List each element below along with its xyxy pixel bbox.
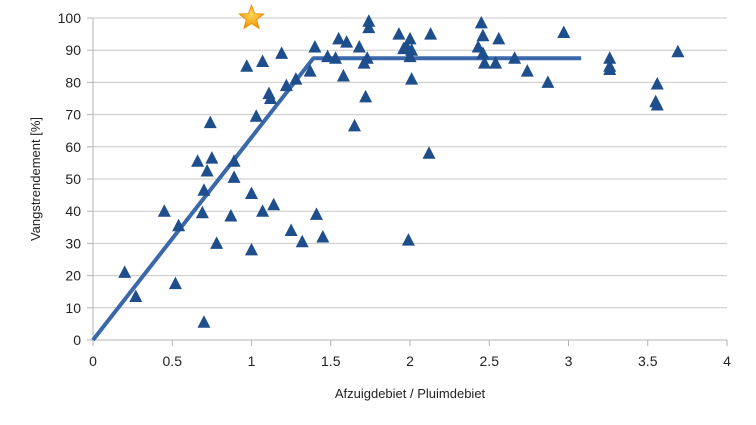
data-point-triangle [403, 31, 417, 45]
data-point-triangle [403, 49, 417, 63]
data-point-triangle [203, 115, 217, 129]
data-point-triangle [200, 163, 214, 177]
data-point-triangle [197, 315, 211, 328]
x-tick-label: 2.5 [480, 353, 500, 369]
x-tick-label: 0.5 [163, 353, 183, 369]
data-point-triangle [308, 39, 322, 53]
data-point-triangle [191, 154, 205, 167]
x-tick-labels: 0 0.5 1 1.5 2 2.5 3 3.5 4 [89, 353, 731, 369]
data-point-triangle [172, 218, 186, 232]
data-point-triangle [329, 51, 343, 64]
data-point-triangle [340, 35, 354, 48]
data-point-triangle [264, 91, 278, 104]
data-point-triangle [424, 27, 438, 40]
data-point-triangle [256, 204, 270, 217]
x-tick-label: 1 [248, 353, 256, 369]
data-point-triangle [489, 56, 503, 69]
data-point-triangle [210, 236, 224, 249]
data-point-triangle [129, 289, 143, 303]
data-point-triangle [316, 229, 330, 243]
data-point-triangle [336, 68, 350, 82]
y-tick-label: 100 [58, 10, 82, 26]
data-point-triangle [352, 39, 366, 53]
data-point-triangle [332, 31, 346, 45]
data-point-triangle [671, 44, 685, 58]
data-point-triangle [284, 223, 298, 237]
data-point-triangle [650, 77, 664, 90]
data-point-triangle [360, 51, 374, 64]
data-point-triangle [249, 109, 263, 122]
data-point-triangle [267, 197, 281, 211]
data-point-triangle [321, 49, 335, 63]
trend-line [91, 56, 582, 342]
data-point-triangle [245, 186, 258, 199]
y-tick-label: 70 [65, 107, 81, 123]
data-point-triangle [476, 28, 490, 42]
data-point-triangle [118, 265, 132, 278]
data-point-triangle [245, 242, 258, 256]
data-point-triangle [157, 204, 171, 217]
data-point-triangle [197, 183, 211, 196]
data-point-triangle [405, 72, 419, 85]
plot-border [87, 17, 728, 346]
y-axis-label: Vangstrendement [%] [28, 117, 43, 241]
x-tick-label: 3.5 [638, 353, 658, 369]
y-tick-label: 80 [65, 74, 81, 90]
highlight-markers [238, 3, 265, 30]
data-point-triangle [650, 97, 664, 111]
x-tick-label: 3 [565, 353, 573, 369]
data-point-triangle [401, 233, 415, 246]
data-point-triangle [289, 72, 303, 85]
x-tick-label: 1.5 [321, 353, 341, 369]
data-points [118, 14, 685, 328]
y-tick-labels: 0 10 20 30 40 50 60 70 80 90 100 [58, 10, 82, 348]
data-point-triangle [256, 54, 270, 67]
data-point-triangle [362, 20, 376, 34]
data-point-triangle [405, 43, 419, 56]
data-point-triangle [474, 15, 488, 29]
y-tick-label: 10 [65, 300, 81, 316]
y-tick-label: 20 [65, 268, 81, 284]
data-point-triangle [240, 59, 254, 72]
y-tick-label: 50 [65, 171, 81, 187]
x-tick-label: 2 [406, 353, 414, 369]
data-point-triangle [492, 31, 506, 45]
data-point-triangle [422, 146, 436, 159]
x-tick-label: 4 [723, 353, 731, 369]
data-point-triangle [603, 51, 617, 64]
y-tick-label: 60 [65, 139, 81, 155]
x-axis-label: Afzuigdebiet / Pluimdebiet [335, 386, 486, 401]
x-tick-label: 0 [89, 353, 97, 369]
data-point-triangle [279, 78, 293, 92]
data-point-triangle [224, 209, 238, 222]
data-point-triangle [195, 205, 209, 219]
y-tick-label: 40 [65, 203, 81, 219]
data-point-triangle [603, 62, 617, 76]
y-tick-label: 0 [73, 332, 81, 348]
data-point-triangle [541, 75, 555, 88]
data-point-triangle [227, 170, 241, 183]
data-point-triangle [359, 89, 373, 103]
data-point-triangle [476, 46, 490, 59]
data-point-triangle [348, 118, 362, 132]
data-point-triangle [362, 14, 376, 27]
data-point-triangle [168, 276, 182, 290]
y-tick-label: 30 [65, 235, 81, 251]
data-point-triangle [520, 64, 534, 77]
data-point-triangle [557, 25, 571, 38]
data-point-triangle [303, 64, 317, 77]
trend-line-path [91, 56, 582, 342]
data-point-triangle [227, 154, 241, 167]
highlight-star-icon [238, 3, 265, 30]
data-point-triangle [295, 234, 309, 248]
data-point-triangle [477, 56, 491, 69]
data-point-triangle [508, 51, 522, 64]
data-point-triangle [275, 46, 289, 59]
data-point-triangle [205, 151, 219, 164]
data-point-triangle [392, 27, 406, 40]
y-tick-label: 90 [65, 42, 81, 58]
data-point-triangle [309, 207, 323, 220]
grid-lines [93, 17, 727, 341]
